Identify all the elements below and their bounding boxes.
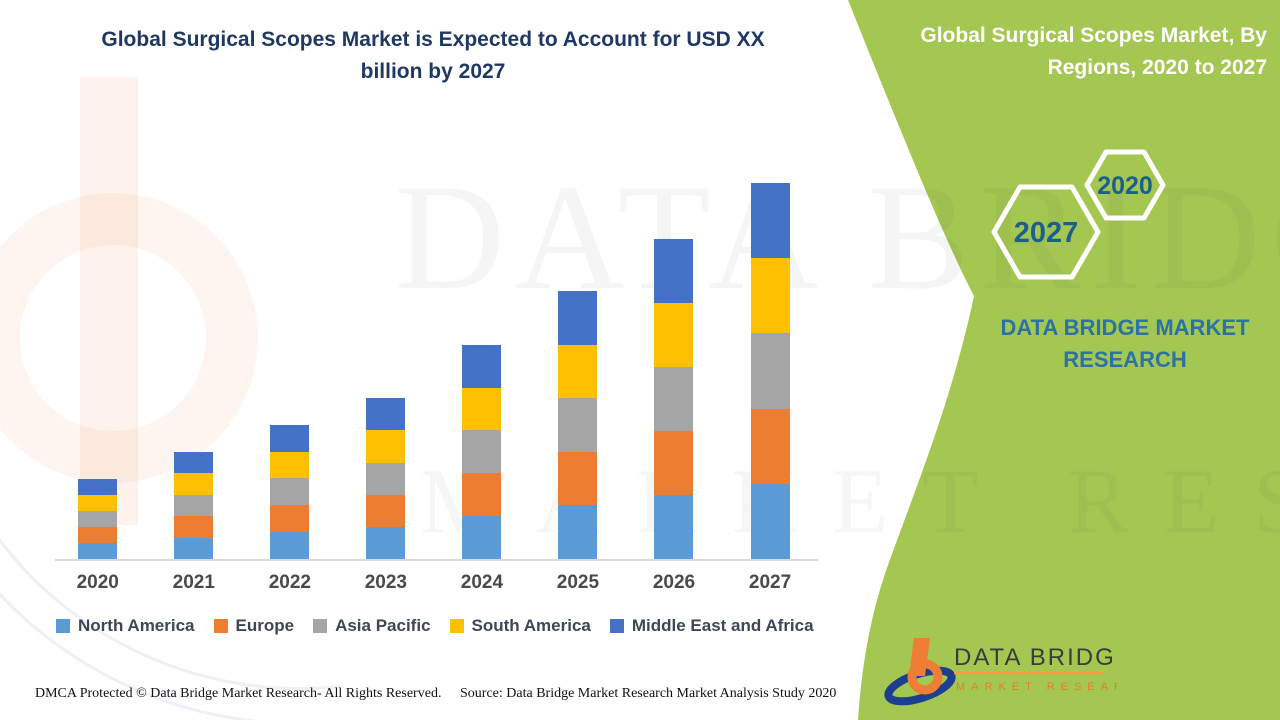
- bar-segment-south-america: [558, 344, 598, 399]
- source-note: Source: Data Bridge Market Research Mark…: [460, 686, 837, 701]
- data-bridge-logo: DATA BRIDGE MARKET RESEARCH: [884, 638, 1117, 706]
- bar-segment-asia-pacific: [270, 478, 310, 506]
- bar-segment-asia-pacific: [174, 494, 214, 517]
- bar-2027: [750, 183, 790, 559]
- bar-segment-north-america: [270, 532, 310, 559]
- hexagon-2027: [991, 184, 1101, 280]
- bar-segment-north-america: [750, 483, 790, 559]
- bar-segment-asia-pacific: [558, 398, 598, 452]
- bar-segment-asia-pacific: [462, 430, 502, 474]
- x-axis-labels: 2020 2021 2022 2023 2024 2025 2026 2027: [0, 572, 900, 600]
- bar-segment-middle-east-and-africa: [174, 451, 214, 474]
- x-axis-label-2026: 2026: [652, 572, 696, 593]
- bar-segment-north-america: [462, 516, 502, 559]
- bar-segment-south-america: [174, 473, 214, 495]
- legend-item-asia-pacific: Asia Pacific: [313, 616, 431, 636]
- legend-swatch: [449, 619, 464, 633]
- bar-2021: [174, 451, 214, 559]
- bar-segment-middle-east-and-africa: [654, 238, 694, 303]
- bar-2026: [654, 238, 694, 559]
- bar-segment-middle-east-and-africa: [270, 424, 310, 452]
- bar-segment-south-america: [462, 387, 502, 431]
- x-axis-label-2027: 2027: [748, 572, 792, 593]
- bar-segment-north-america: [558, 505, 598, 559]
- legend-item-south-america: South America: [449, 616, 591, 636]
- bar-segment-south-america: [270, 451, 310, 479]
- x-axis-label-2020: 2020: [76, 572, 119, 593]
- bar-segment-north-america: [174, 537, 214, 559]
- bar-segment-europe: [558, 451, 598, 506]
- x-axis-label-2023: 2023: [364, 572, 407, 593]
- logo-tagline: MARKET RESEARCH: [956, 681, 1117, 693]
- bar-segment-middle-east-and-africa: [78, 479, 118, 496]
- bar-segment-north-america: [654, 494, 694, 559]
- bar-2025: [558, 291, 598, 559]
- legend-label: North America: [78, 616, 195, 635]
- bar-segment-south-america: [366, 430, 406, 463]
- bar-segment-middle-east-and-africa: [558, 291, 598, 345]
- panel-title: Global Surgical Scopes Market, By Region…: [920, 24, 1267, 79]
- x-axis-label-2024: 2024: [460, 572, 504, 593]
- bar-2024: [462, 344, 502, 559]
- bar-2020: [78, 479, 118, 559]
- bar-2023: [366, 398, 406, 559]
- bar-segment-europe: [174, 516, 214, 538]
- stacked-bar-chart: [55, 168, 818, 561]
- bar-segment-middle-east-and-africa: [366, 398, 406, 431]
- x-axis-label-2021: 2021: [172, 572, 215, 593]
- bar-segment-north-america: [366, 526, 406, 559]
- bar-segment-asia-pacific: [654, 366, 694, 431]
- legend-item-middle-east-and-africa: Middle East and Africa: [609, 616, 814, 636]
- bar-segment-south-america: [654, 302, 694, 367]
- chart-title: Global Surgical Scopes Market is Expecte…: [101, 28, 765, 83]
- legend-item-north-america: North America: [56, 616, 195, 636]
- bar-segment-asia-pacific: [78, 511, 118, 528]
- legend-label: South America: [471, 616, 591, 635]
- bar-segment-europe: [78, 527, 118, 544]
- bar-segment-asia-pacific: [366, 462, 406, 495]
- legend-label: Europe: [235, 616, 295, 635]
- logo-wordmark: DATA BRIDGE: [954, 644, 1117, 671]
- hexagon-2020: [1084, 149, 1166, 221]
- legend-label: Middle East and Africa: [631, 616, 814, 635]
- hexagon-year-start: 2020: [1097, 172, 1153, 200]
- bar-segment-asia-pacific: [750, 333, 790, 409]
- bar-segment-south-america: [78, 495, 118, 512]
- logo-b-bowl: [907, 659, 943, 695]
- legend-swatch: [313, 619, 328, 633]
- bar-segment-europe: [462, 473, 502, 517]
- brand-text: DATA BRIDGE MARKET RESEARCH: [1000, 315, 1250, 372]
- legend-label: Asia Pacific: [335, 616, 431, 635]
- year-hexagons: 2020 2027: [991, 149, 1166, 280]
- bar-2022: [270, 424, 310, 559]
- x-axis-label-2022: 2022: [268, 572, 311, 593]
- legend-swatch: [213, 619, 228, 633]
- dmca-notice: DMCA Protected © Data Bridge Market Rese…: [35, 686, 442, 701]
- x-axis-label-2025: 2025: [556, 572, 600, 593]
- bar-segment-middle-east-and-africa: [462, 344, 502, 388]
- bar-segment-south-america: [750, 258, 790, 334]
- bar-segment-europe: [654, 430, 694, 495]
- hexagon-year-end: 2027: [1014, 217, 1079, 249]
- bar-segment-europe: [270, 505, 310, 533]
- bar-segment-europe: [750, 408, 790, 484]
- chart-legend: North America Europe Asia Pacific South Ame…: [56, 616, 814, 636]
- legend-swatch: [609, 619, 624, 633]
- legend-item-europe: Europe: [213, 616, 295, 636]
- bar-segment-europe: [366, 494, 406, 527]
- bar-segment-north-america: [78, 543, 118, 559]
- legend-swatch: [56, 619, 70, 633]
- bar-segment-middle-east-and-africa: [750, 183, 790, 259]
